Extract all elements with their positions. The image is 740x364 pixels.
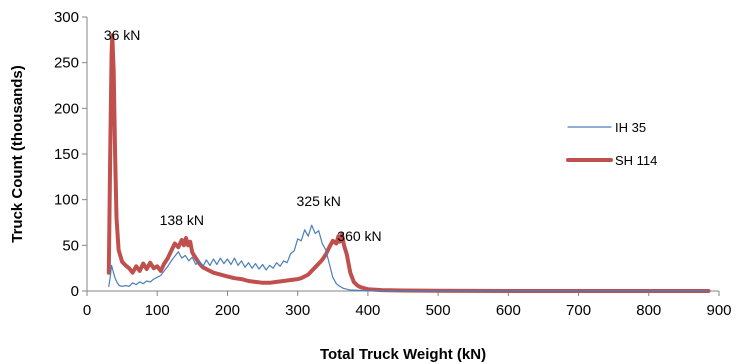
- peak-annotation: 36 kN: [104, 27, 141, 43]
- series-layer: [106, 33, 711, 293]
- legend: IH 35 SH 114: [566, 120, 657, 168]
- series-line-ih-35: [108, 224, 710, 292]
- x-tick-label: 700: [566, 302, 591, 319]
- legend-label: SH 114: [615, 153, 657, 168]
- peak-annotation: 325 kN: [297, 193, 341, 209]
- y-axis-title: Truck Count (thousands): [9, 65, 26, 243]
- x-tick-label: 100: [145, 302, 170, 319]
- axes: 0 50 100 150 200 250 300 0 100 200 300 400 500 600 700…: [54, 9, 732, 319]
- peak-annotation: 138 kN: [160, 212, 204, 228]
- x-tick-label: 300: [285, 302, 310, 319]
- series-line-sh-114: [106, 33, 711, 293]
- legend-label: IH 35: [615, 120, 646, 135]
- x-tick-label: 0: [83, 302, 91, 319]
- y-tick-label: 150: [54, 146, 79, 163]
- x-tick-label: 900: [706, 302, 731, 319]
- y-tick-label: 100: [54, 192, 79, 209]
- x-tick-label: 800: [636, 302, 661, 319]
- x-tick-label: 600: [496, 302, 521, 319]
- y-tick-label: 200: [54, 100, 79, 117]
- x-tick-label: 200: [215, 302, 240, 319]
- y-tick-label: 0: [71, 283, 79, 300]
- x-tick-label: 400: [355, 302, 380, 319]
- annotation-layer: 36 kN 138 kN 325 kN 360 kN: [104, 27, 382, 244]
- y-tick-label: 300: [54, 9, 79, 26]
- y-tick-label: 250: [54, 55, 79, 72]
- x-tick-label: 500: [426, 302, 451, 319]
- peak-annotation: 360 kN: [337, 228, 381, 244]
- x-axis-title: Total Truck Weight (kN): [320, 346, 486, 363]
- y-tick-label: 50: [62, 237, 79, 254]
